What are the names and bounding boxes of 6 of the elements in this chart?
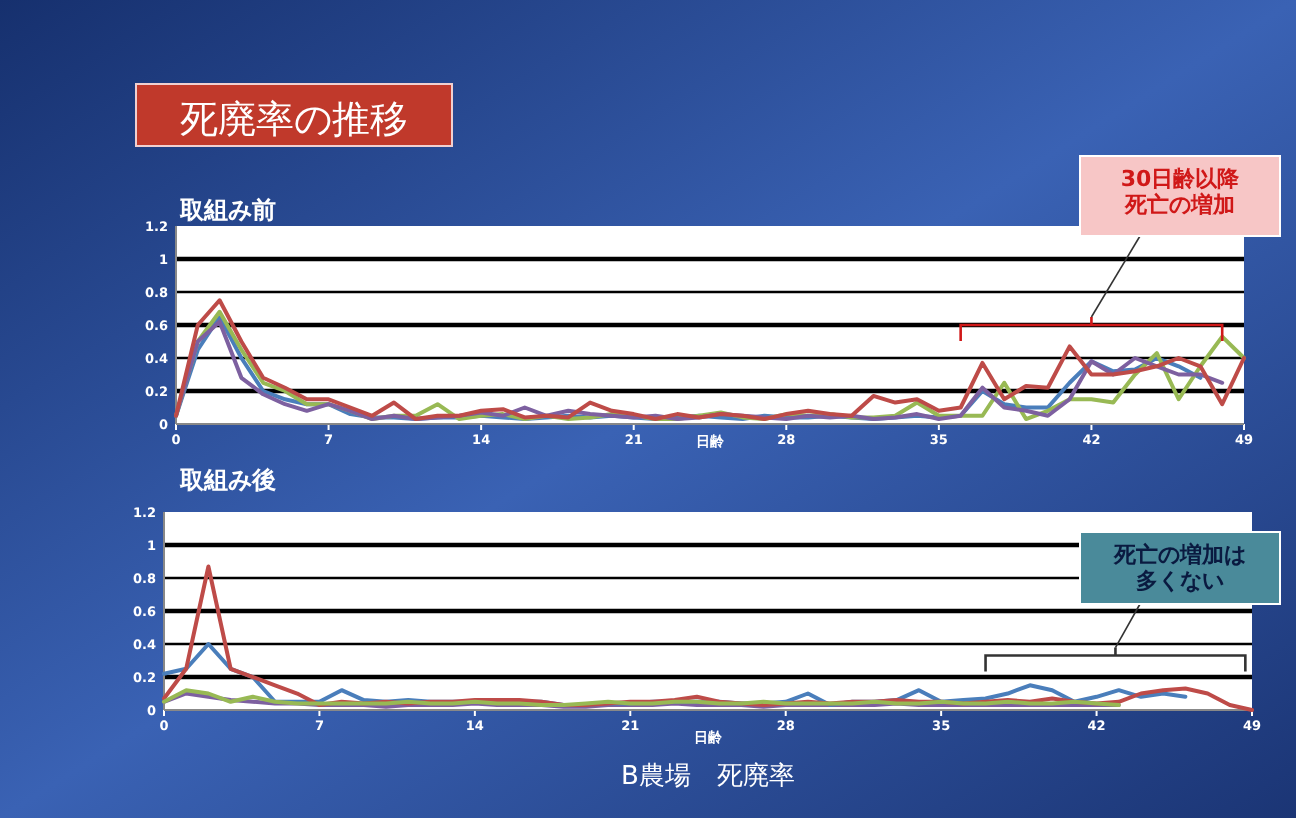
text: B農場 死廃率: [621, 760, 795, 792]
chart-subtitle: 取組み前: [178, 196, 276, 224]
chart-title: 取組み後: [178, 466, 276, 494]
chart-title: 死廃率の推移: [180, 98, 408, 142]
text: 30日齢以降死亡の増加: [1120, 166, 1242, 218]
annotation: 死亡の増加は多くない: [1112, 542, 1246, 594]
